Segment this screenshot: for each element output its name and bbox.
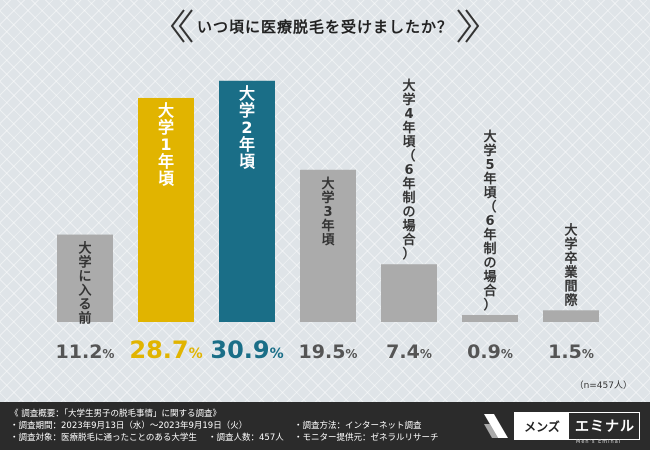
category-label-5: 大学 4 年頃（ 6 年制の場合） bbox=[402, 78, 416, 262]
survey-period: ・調査期間：2023年9月13日（水）～2023年9月19日（火） bbox=[10, 421, 248, 431]
bar-3 bbox=[219, 80, 275, 323]
survey-count: ・調査人数：457人 bbox=[208, 433, 284, 443]
title-banner: いつ頃に医療脱毛を受けましたか？ bbox=[0, 6, 650, 46]
category-label-4: 大学 3 年頃 bbox=[321, 176, 335, 248]
chart-title: いつ頃に医療脱毛を受けましたか？ bbox=[196, 17, 453, 36]
logo-subtitle: Men's Eminal bbox=[576, 439, 622, 445]
category-label-7: 大学卒業間際 bbox=[563, 222, 578, 308]
logo-text-left: メンズ bbox=[515, 413, 569, 439]
right-bracket-icon bbox=[457, 9, 480, 43]
value-label-6: 0.9% bbox=[467, 341, 513, 363]
bar-chart: 大学に入る前 11.2% 大学 1 年頃 28.7% 大学 2 年頃 30.9% 大学 3 年頃 19.5… bbox=[56, 78, 599, 364]
bar-2 bbox=[138, 97, 194, 323]
bar-1 bbox=[57, 234, 113, 322]
survey-target: ・調査対象：医療脱毛に通ったことのある大学生 bbox=[10, 433, 197, 443]
brand-logo: メンズ エミナル Men's Eminal bbox=[480, 408, 642, 446]
sample-size-note: （n=457人） bbox=[574, 381, 632, 391]
bar-6 bbox=[462, 314, 518, 322]
bar-4 bbox=[300, 169, 356, 322]
value-label-1: 11.2% bbox=[56, 341, 115, 363]
value-label-7: 1.5% bbox=[548, 341, 594, 363]
bar-7 bbox=[543, 310, 599, 322]
category-label-6: 大学 5 年頃（ 6 年制の場合） bbox=[483, 129, 497, 313]
left-bracket-icon bbox=[170, 9, 193, 43]
value-label-3: 30.9% bbox=[210, 336, 283, 364]
value-label-5: 7.4% bbox=[386, 341, 432, 363]
bar-5 bbox=[381, 264, 437, 322]
value-label-4: 19.5% bbox=[299, 341, 358, 363]
logo-text-right: エミナル bbox=[575, 419, 635, 435]
category-label-3: 大学 2 年頃 bbox=[239, 84, 256, 171]
survey-title: 《 調査概要：「大学生男子の脱毛事情」に関する調査》 bbox=[10, 409, 221, 419]
brand-mark-icon bbox=[484, 414, 508, 438]
category-label-2: 大学 1 年頃 bbox=[158, 101, 175, 188]
survey-method: ・調査方法：インターネット調査 bbox=[294, 421, 422, 431]
value-label-2: 28.7% bbox=[129, 336, 202, 364]
category-label-1: 大学に入る前 bbox=[78, 241, 91, 327]
footer: 《 調査概要：「大学生男子の脱毛事情」に関する調査》 ・調査期間：2023年9月… bbox=[0, 402, 650, 450]
survey-provider: ・モニター提供元：ゼネラルリサーチ bbox=[294, 433, 439, 443]
